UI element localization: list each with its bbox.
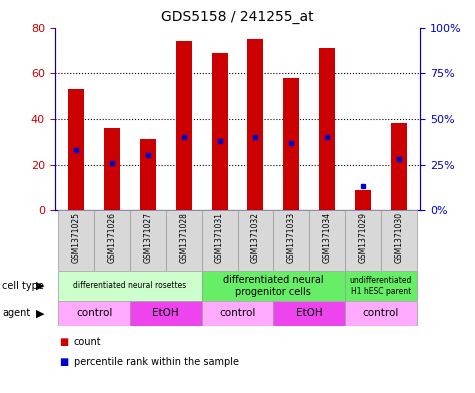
Bar — [166, 210, 202, 271]
Text: differentiated neural rosettes: differentiated neural rosettes — [73, 281, 187, 290]
Text: GSM1371033: GSM1371033 — [287, 212, 296, 263]
Text: control: control — [76, 309, 112, 318]
Bar — [130, 210, 166, 271]
Text: cell type: cell type — [2, 281, 44, 291]
Bar — [211, 53, 228, 210]
Text: control: control — [363, 309, 399, 318]
Bar — [345, 210, 381, 271]
Text: ▶: ▶ — [36, 309, 45, 318]
Text: GSM1371032: GSM1371032 — [251, 212, 260, 263]
Bar — [68, 89, 84, 210]
Bar — [345, 301, 417, 326]
Text: ■: ■ — [59, 356, 68, 367]
Text: percentile rank within the sample: percentile rank within the sample — [74, 356, 238, 367]
Text: GSM1371026: GSM1371026 — [107, 212, 116, 263]
Text: GSM1371031: GSM1371031 — [215, 212, 224, 263]
Text: EtOH: EtOH — [296, 309, 323, 318]
Bar — [381, 210, 417, 271]
Bar — [202, 301, 273, 326]
Bar — [273, 210, 309, 271]
Bar — [140, 140, 156, 210]
Bar — [94, 210, 130, 271]
Text: ▶: ▶ — [36, 281, 45, 291]
Text: GSM1371025: GSM1371025 — [72, 212, 81, 263]
Bar — [202, 210, 238, 271]
Bar — [176, 41, 192, 210]
Bar — [58, 210, 94, 271]
Bar — [309, 210, 345, 271]
Text: GSM1371034: GSM1371034 — [323, 212, 332, 263]
Text: EtOH: EtOH — [152, 309, 179, 318]
Text: GSM1371028: GSM1371028 — [179, 212, 188, 263]
Text: ■: ■ — [59, 337, 68, 347]
Text: differentiated neural
progenitor cells: differentiated neural progenitor cells — [223, 275, 323, 297]
Bar — [58, 301, 130, 326]
Text: agent: agent — [2, 309, 30, 318]
Bar — [345, 271, 417, 301]
Bar — [273, 301, 345, 326]
Text: GSM1371029: GSM1371029 — [359, 212, 368, 263]
Bar — [130, 301, 202, 326]
Bar — [247, 39, 264, 210]
Bar — [202, 271, 345, 301]
Bar — [104, 128, 120, 210]
Text: GSM1371030: GSM1371030 — [394, 212, 403, 263]
Bar — [391, 123, 407, 210]
Bar — [58, 271, 202, 301]
Bar — [319, 48, 335, 210]
Text: undifferentiated
H1 hESC parent: undifferentiated H1 hESC parent — [350, 276, 412, 296]
Text: GDS5158 / 241255_at: GDS5158 / 241255_at — [161, 10, 314, 24]
Text: control: control — [219, 309, 256, 318]
Bar — [238, 210, 273, 271]
Text: GSM1371027: GSM1371027 — [143, 212, 152, 263]
Bar — [283, 78, 299, 210]
Text: count: count — [74, 337, 101, 347]
Bar — [355, 190, 371, 210]
